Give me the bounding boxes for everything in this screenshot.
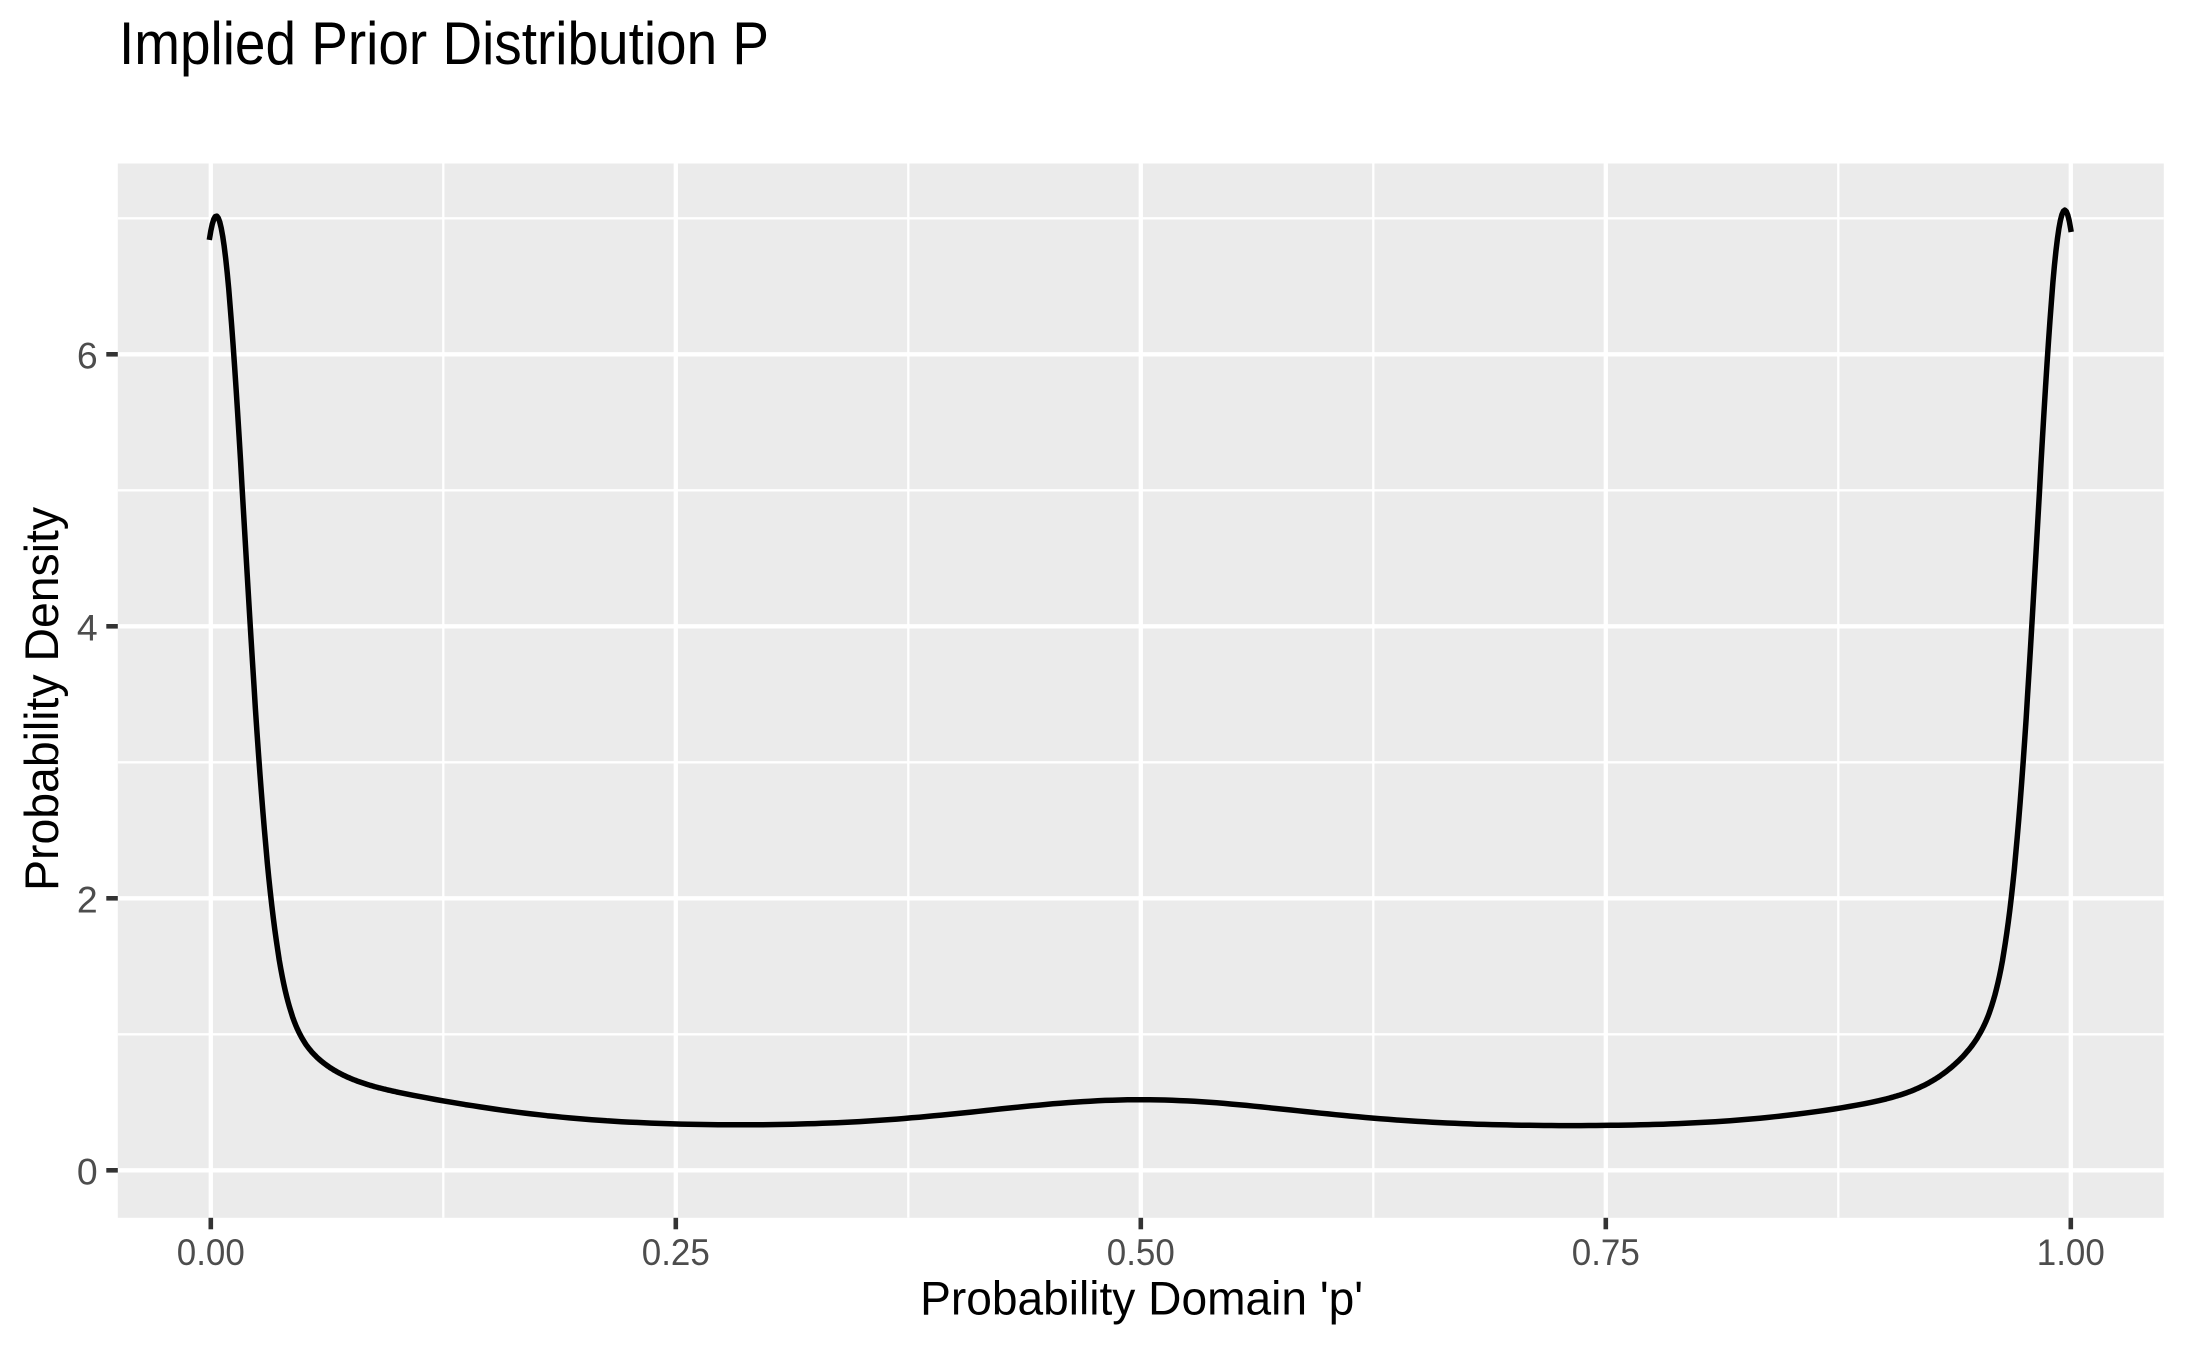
- svg-text:0.00: 0.00: [177, 1231, 245, 1273]
- svg-text:0.50: 0.50: [1107, 1231, 1175, 1273]
- svg-text:6: 6: [77, 335, 98, 377]
- svg-text:Probability Density: Probability Density: [16, 507, 69, 891]
- svg-text:Probability Domain 'p': Probability Domain 'p': [920, 1272, 1363, 1325]
- svg-text:4: 4: [77, 607, 98, 649]
- svg-text:0: 0: [77, 1151, 98, 1193]
- svg-text:0.75: 0.75: [1572, 1231, 1640, 1273]
- svg-text:2: 2: [77, 879, 98, 921]
- svg-text:0.25: 0.25: [642, 1231, 710, 1273]
- svg-text:1.00: 1.00: [2037, 1231, 2105, 1273]
- svg-text:Implied Prior Distribution P: Implied Prior Distribution P: [119, 10, 769, 77]
